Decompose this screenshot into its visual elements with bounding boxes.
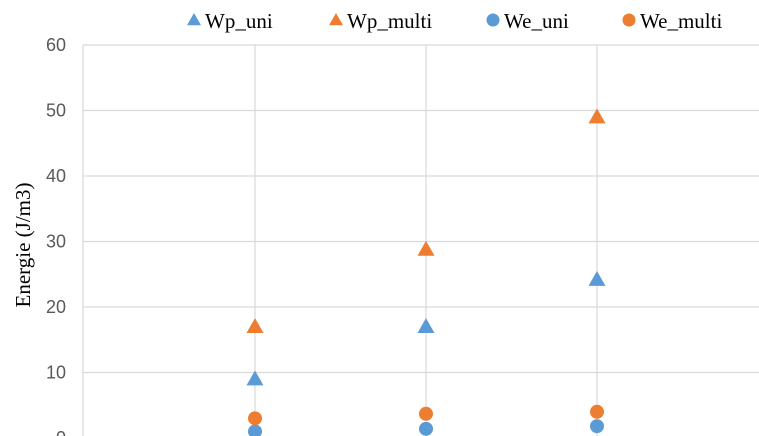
legend-item-we-multi: We_multi — [622, 9, 722, 33]
y-tick-label: 30 — [46, 232, 66, 252]
data-points — [246, 108, 606, 436]
gridlines — [82, 44, 759, 436]
legend-item-wp-uni: Wp_uni — [187, 9, 273, 33]
y-tick-label: 10 — [46, 363, 66, 383]
y-tick-label: 50 — [46, 101, 66, 121]
point-we-uni — [590, 419, 604, 434]
legend-marker — [329, 13, 343, 26]
point-we-multi — [419, 406, 433, 421]
point-wp-multi — [246, 318, 264, 334]
point-we-multi — [248, 411, 262, 426]
point-we-multi — [590, 404, 604, 419]
legend-marker — [622, 13, 636, 27]
legend-label: Wp_multi — [347, 9, 432, 33]
y-axis-label: Energie (J/m3) — [11, 182, 35, 307]
legend-marker — [187, 13, 201, 26]
y-tick-label: 0 — [56, 428, 66, 436]
point-wp-uni — [246, 370, 264, 386]
point-wp-uni — [417, 318, 435, 334]
y-tick-label: 60 — [46, 35, 66, 55]
point-wp-uni — [588, 270, 606, 286]
point-wp-multi — [417, 240, 435, 256]
legend-label: We_uni — [504, 9, 569, 33]
legend-label: Wp_uni — [205, 9, 273, 33]
legend-label: We_multi — [640, 9, 722, 33]
y-tick-label: 40 — [46, 166, 66, 186]
legend-item-we-uni: We_uni — [486, 9, 569, 33]
legend-marker — [486, 13, 500, 27]
point-we-uni — [248, 424, 262, 436]
point-wp-multi — [588, 108, 606, 124]
legend: Wp_uni Wp_multi We_uni We_multi — [187, 9, 722, 33]
y-axis-ticks: 0 10 20 30 40 50 60 — [46, 35, 66, 436]
legend-item-wp-multi: Wp_multi — [329, 9, 432, 33]
y-tick-label: 20 — [46, 297, 66, 317]
point-we-uni — [419, 421, 433, 436]
